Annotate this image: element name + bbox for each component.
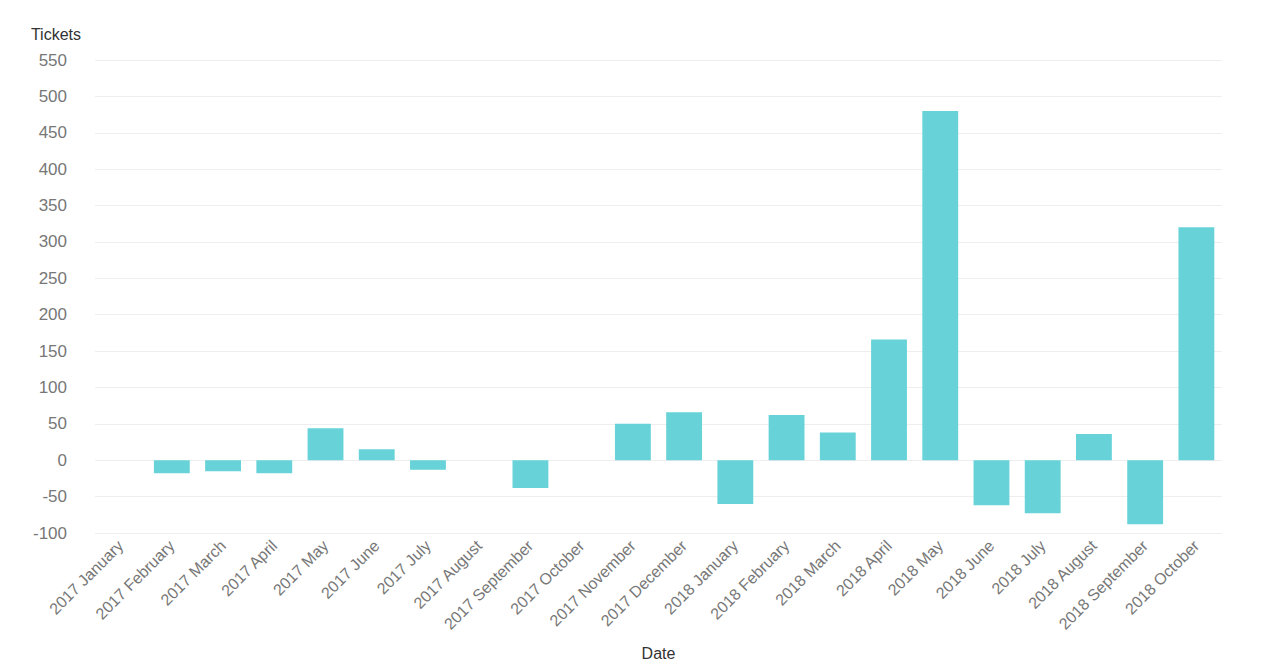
svg-text:Date: Date bbox=[642, 645, 676, 662]
svg-text:2017 November: 2017 November bbox=[546, 537, 639, 630]
svg-text:-50: -50 bbox=[42, 487, 67, 506]
svg-text:2017 April: 2017 April bbox=[218, 537, 280, 599]
svg-text:2017 January: 2017 January bbox=[46, 537, 127, 618]
svg-text:300: 300 bbox=[39, 232, 67, 251]
svg-text:550: 550 bbox=[39, 51, 67, 70]
svg-text:-100: -100 bbox=[33, 524, 67, 543]
svg-text:400: 400 bbox=[39, 160, 67, 179]
svg-text:150: 150 bbox=[39, 342, 67, 361]
svg-text:2017 May: 2017 May bbox=[269, 537, 332, 599]
svg-text:Tickets: Tickets bbox=[31, 26, 81, 43]
svg-text:50: 50 bbox=[48, 414, 67, 433]
svg-text:0: 0 bbox=[58, 451, 67, 470]
svg-text:250: 250 bbox=[39, 269, 67, 288]
svg-text:350: 350 bbox=[39, 196, 67, 215]
svg-text:2017 July: 2017 July bbox=[373, 537, 434, 598]
svg-text:2017 June: 2017 June bbox=[318, 537, 383, 602]
svg-text:2018 May: 2018 May bbox=[884, 537, 947, 599]
svg-text:2018 April: 2018 April bbox=[833, 537, 895, 599]
svg-text:2017 August: 2017 August bbox=[410, 537, 486, 612]
svg-text:2017 October: 2017 October bbox=[507, 537, 588, 618]
svg-text:2018 August: 2018 August bbox=[1025, 537, 1100, 612]
svg-text:2018 March: 2018 March bbox=[772, 537, 844, 609]
svg-text:2018 September: 2018 September bbox=[1056, 537, 1152, 633]
svg-text:2017 September: 2017 September bbox=[441, 537, 537, 633]
svg-text:2017 December: 2017 December bbox=[598, 537, 691, 630]
svg-text:2017 March: 2017 March bbox=[157, 537, 229, 609]
svg-text:2018 February: 2018 February bbox=[707, 537, 793, 623]
svg-text:2018 January: 2018 January bbox=[660, 537, 742, 618]
svg-text:500: 500 bbox=[39, 87, 67, 106]
svg-text:100: 100 bbox=[39, 378, 67, 397]
svg-text:2017 February: 2017 February bbox=[92, 537, 178, 623]
svg-text:200: 200 bbox=[39, 305, 67, 324]
svg-text:450: 450 bbox=[39, 123, 67, 142]
svg-text:2018 October: 2018 October bbox=[1122, 537, 1203, 618]
svg-text:2018 July: 2018 July bbox=[988, 537, 1049, 598]
svg-text:2018 June: 2018 June bbox=[933, 537, 998, 602]
